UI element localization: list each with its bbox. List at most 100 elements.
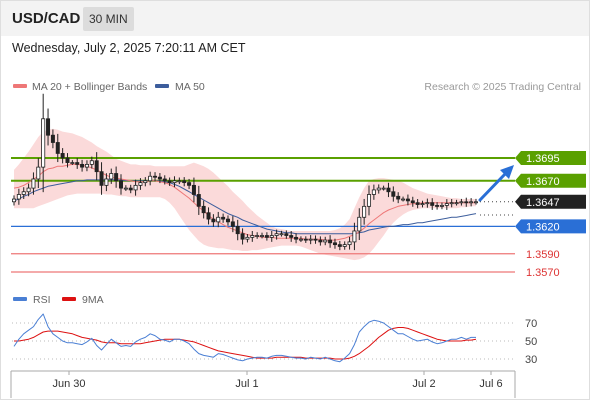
bull-candle: [70, 162, 75, 164]
price-tag-label: 1.3670: [526, 176, 560, 188]
bull-candle: [177, 180, 182, 183]
bull-candle: [469, 201, 474, 204]
rsi-panel: 70 50 30: [13, 313, 537, 366]
bear-candle: [191, 184, 196, 195]
bear-candle: [167, 180, 172, 184]
bull-candle: [459, 201, 464, 204]
bear-candle: [118, 180, 123, 189]
bear-candle: [318, 239, 323, 243]
bull-candle: [308, 238, 313, 241]
rsi-line: [13, 313, 476, 363]
price-tag-label: 1.3620: [526, 221, 560, 233]
bear-candle: [264, 235, 269, 238]
bull-candle: [420, 203, 425, 206]
bull-candle: [172, 180, 177, 184]
x-tick-label: Jul 1: [235, 378, 258, 390]
bear-candle: [225, 218, 230, 223]
bull-candle: [376, 187, 381, 191]
rsi-legend-label: RSI: [33, 294, 51, 306]
timestamp: Wednesday, July 2, 2025 7:20:11 AM CET: [12, 41, 246, 55]
bear-candle: [206, 212, 211, 220]
rsi-ma-legend-swatch: [62, 297, 76, 301]
bull-candle: [133, 184, 138, 191]
ma50-line: [13, 179, 477, 235]
bear-candle: [75, 162, 80, 165]
bull-candle: [298, 238, 303, 241]
bull-candle: [26, 187, 31, 193]
bear-candle: [60, 153, 65, 159]
bull-candle: [279, 233, 284, 236]
bear-candle: [182, 180, 187, 184]
bear-candle: [405, 198, 410, 202]
bear-candle: [114, 173, 119, 182]
bull-candle: [41, 118, 46, 168]
bull-candle: [342, 244, 347, 247]
bear-candle: [386, 187, 391, 193]
bull-candle: [274, 233, 279, 236]
bear-candle: [430, 202, 435, 206]
moving-average-layer: [13, 163, 477, 241]
bull-candle: [216, 216, 221, 223]
bull-candle: [473, 201, 478, 204]
bull-candle: [362, 205, 367, 218]
bear-candle: [162, 178, 167, 182]
bull-candle: [138, 182, 143, 186]
ma50-legend-swatch: [155, 84, 169, 88]
bull-candle: [352, 230, 357, 243]
bull-candle: [323, 239, 328, 243]
bear-candle: [94, 160, 99, 173]
x-tick-label: Jul 6: [479, 378, 502, 390]
price-tag-pivot: 1.3620: [515, 219, 586, 234]
bull-candle: [148, 175, 153, 182]
price-tag-last: 1.3647: [515, 194, 586, 209]
credit-label: Research © 2025 Trading Central: [424, 81, 581, 93]
timeframe-button[interactable]: 30 MIN: [83, 7, 134, 31]
bollinger-band: [14, 128, 476, 261]
bear-candle: [303, 238, 308, 241]
bear-candle: [65, 157, 70, 163]
bull-candle: [143, 180, 148, 184]
bear-candle: [157, 176, 162, 180]
bull-candle: [255, 235, 260, 237]
rsi-tick-label: 30: [525, 354, 537, 366]
bull-candle: [444, 203, 449, 206]
bull-candle: [454, 202, 459, 205]
candles-layer: [11, 93, 514, 251]
legend: MA 20 + Bollinger Bands MA 50 Research ©…: [13, 81, 581, 306]
bear-candle: [313, 238, 318, 241]
symbol-label[interactable]: USD/CAD: [12, 10, 81, 27]
bollinger-band-layer: [14, 128, 476, 261]
bull-candle: [21, 191, 26, 195]
bear-candle: [328, 239, 333, 244]
bear-candle: [240, 233, 245, 240]
rsi-ma-line: [14, 327, 477, 360]
bull-candle: [357, 216, 362, 232]
bull-candle: [401, 198, 406, 201]
bear-candle: [464, 201, 469, 204]
price-tag-resistance: 1.3670: [515, 173, 586, 188]
bull-candle: [371, 189, 376, 195]
bull-candle: [425, 202, 430, 205]
bear-candle: [415, 202, 420, 205]
bear-candle: [55, 142, 60, 154]
x-tick-label: Jul 2: [412, 378, 435, 390]
bear-candle: [50, 134, 55, 143]
bear-candle: [201, 205, 206, 214]
price-tag-box: [515, 219, 586, 234]
price-tag-box: [515, 151, 586, 165]
bear-candle: [99, 171, 104, 186]
bear-candle: [230, 221, 235, 227]
rsi-tick-label: 70: [525, 318, 537, 330]
price-tag-support: 1.3570: [526, 267, 560, 279]
rsi-ma-legend-label: 9MA: [82, 294, 104, 306]
price-tag-label: 1.3570: [526, 267, 560, 279]
bull-candle: [89, 160, 94, 165]
bear-candle: [221, 216, 226, 220]
forecast-arrow-head: [500, 165, 514, 179]
bull-candle: [104, 178, 109, 186]
price-tags: 1.3695 1.3670 1.3647 1.3620 1.3590 1.3570: [515, 151, 586, 279]
ma50-legend-label: MA 50: [175, 81, 205, 93]
bull-candle: [36, 166, 41, 180]
bull-candle: [269, 235, 274, 238]
